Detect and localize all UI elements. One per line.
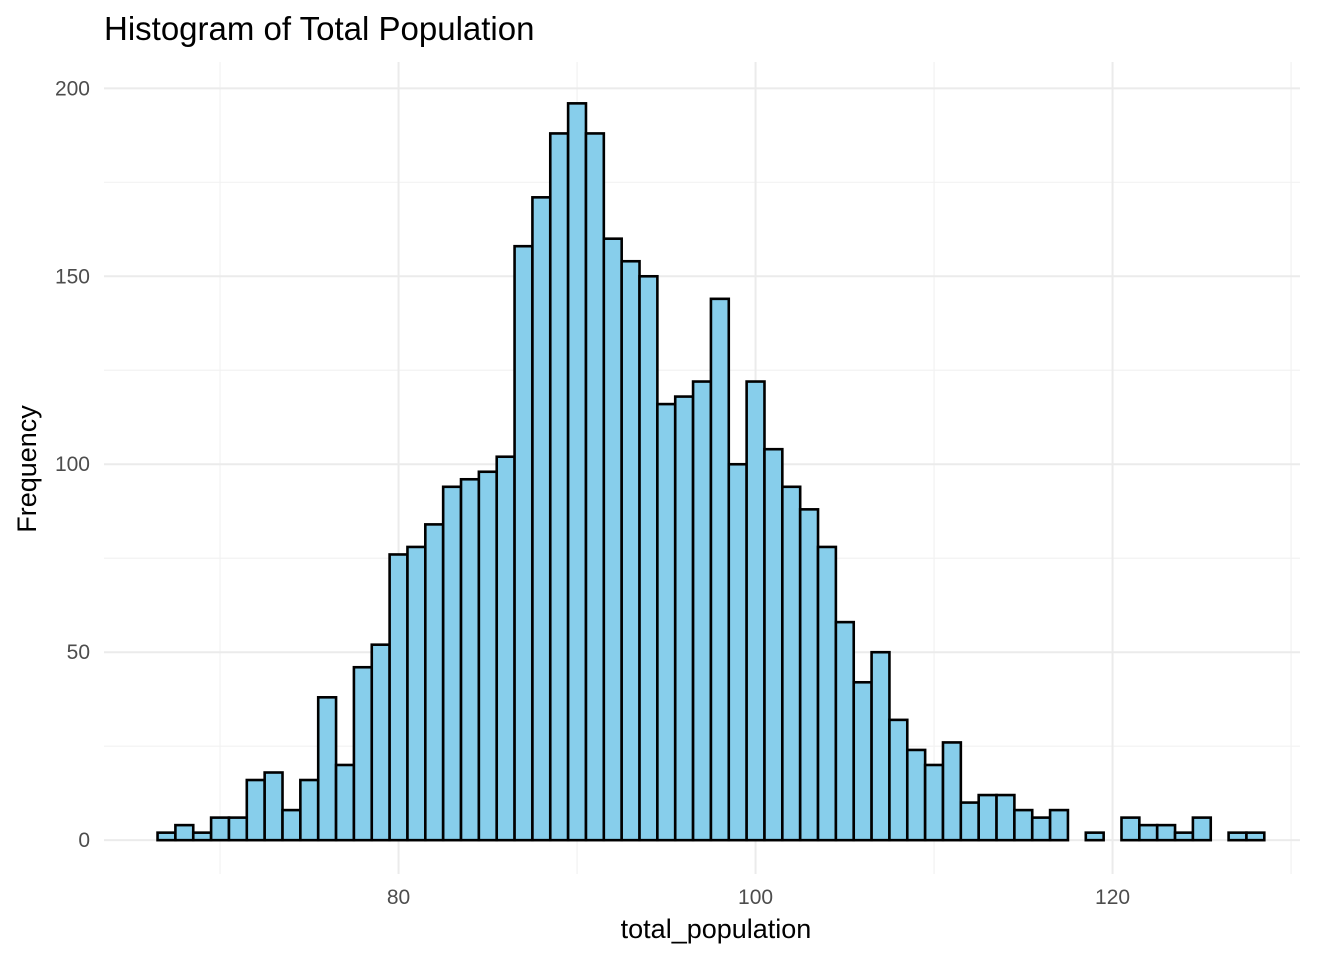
histogram-bar	[584, 132, 606, 842]
histogram-bar	[870, 650, 891, 842]
histogram-bar	[1245, 831, 1266, 842]
histogram-bar	[1173, 831, 1195, 842]
histogram-bar	[316, 696, 338, 842]
histogram-bar	[299, 778, 320, 842]
histogram-bar	[388, 553, 409, 842]
histogram-bar	[245, 778, 266, 842]
histogram-bar	[406, 545, 427, 842]
histogram-bars	[156, 102, 1266, 842]
histogram-bar	[209, 816, 231, 842]
histogram-bar	[727, 462, 748, 842]
histogram-bar	[281, 808, 302, 842]
histogram-bar	[834, 620, 856, 842]
histogram-bar	[602, 237, 623, 842]
histogram-bar	[495, 455, 516, 842]
histogram-bar	[191, 831, 213, 842]
histogram-bar	[905, 748, 927, 842]
histogram-bar	[1084, 831, 1105, 842]
x-tick-label: 80	[387, 886, 410, 909]
histogram-bar	[745, 380, 766, 842]
histogram-bar	[1013, 808, 1034, 842]
histogram-bar	[1227, 831, 1248, 842]
histogram-bar	[691, 380, 713, 842]
histogram-bar	[531, 196, 552, 842]
histogram-bar	[156, 831, 177, 842]
histogram-bar	[566, 102, 588, 842]
histogram-bar	[923, 763, 945, 842]
y-tick-label: 150	[55, 265, 90, 288]
axis-ticks: 80 100 120 0 50 100 150 200	[55, 77, 1130, 909]
histogram-bar	[959, 801, 980, 842]
histogram-bar	[548, 132, 570, 842]
x-tick-label: 120	[1095, 886, 1130, 909]
histogram-bar	[1030, 816, 1052, 842]
histogram-bar	[477, 470, 499, 842]
histogram-bar	[352, 665, 374, 842]
histogram-bar	[798, 508, 820, 842]
histogram-bar	[334, 763, 356, 842]
chart-title: Histogram of Total Population	[104, 10, 534, 47]
histogram-bar	[888, 718, 909, 842]
histogram-bar	[513, 244, 534, 842]
histogram-bar	[227, 816, 249, 842]
histogram-bar	[1155, 823, 1177, 842]
histogram-bar	[1120, 816, 1141, 842]
histogram-bar	[656, 402, 677, 842]
histogram-bar	[995, 793, 1016, 842]
histogram-bar	[781, 485, 802, 842]
histogram-bar	[709, 297, 731, 842]
histogram-bar	[459, 477, 481, 842]
x-axis-title: total_population	[621, 914, 812, 944]
histogram-bar	[620, 259, 641, 842]
y-tick-label: 0	[78, 829, 90, 852]
histogram-bar	[1048, 808, 1070, 842]
histogram-bar	[816, 545, 838, 842]
histogram-bar	[441, 485, 463, 842]
y-tick-label: 50	[67, 641, 90, 664]
histogram-bar	[673, 395, 695, 842]
histogram-bar	[1138, 823, 1159, 842]
histogram-bar	[174, 823, 195, 842]
y-tick-label: 200	[55, 77, 90, 100]
histogram-bar	[263, 771, 284, 842]
histogram-bar	[1191, 816, 1213, 842]
histogram-bar	[424, 523, 445, 842]
histogram-bar	[977, 793, 998, 842]
x-tick-label: 100	[738, 886, 773, 909]
y-axis-title: Frequency	[12, 405, 42, 533]
histogram-bar	[941, 741, 963, 842]
histogram-bar	[852, 680, 873, 842]
y-tick-label: 100	[55, 453, 90, 476]
histogram-bar	[763, 447, 784, 842]
histogram-bar	[638, 274, 659, 842]
histogram-bar	[370, 643, 391, 842]
